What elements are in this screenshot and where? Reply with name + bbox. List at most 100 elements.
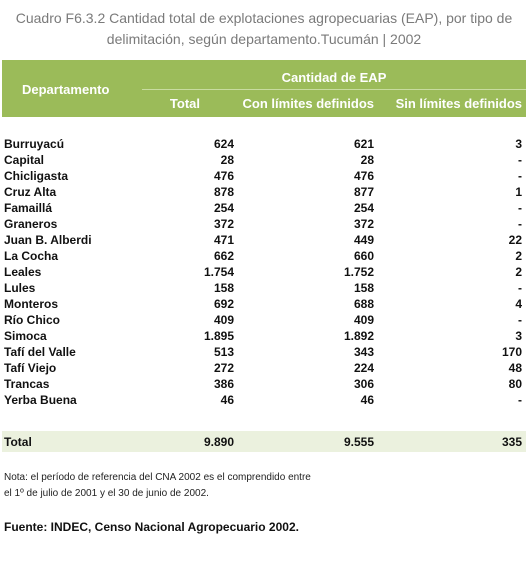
cell-value: 254 <box>213 201 234 215</box>
table-body: Burruyacú 624 621 3 Capital 28 28 - Chicligasta 4… <box>2 136 526 408</box>
cell-value: 877 <box>353 185 374 199</box>
cell-label: Tafí del Valle <box>4 345 76 359</box>
cell-value: 692 <box>213 297 234 311</box>
cell-label: La Cocha <box>4 249 59 263</box>
table-header: Departamento Cantidad de EAP Total Con l… <box>2 60 526 117</box>
table-row: Monteros 692 688 4 <box>2 296 526 312</box>
cell-value: 688 <box>353 297 374 311</box>
cell-label: Trancas <box>4 377 50 391</box>
cell-label: Capital <box>4 153 45 167</box>
cell-value: 878 <box>213 185 234 199</box>
cell-label: Chicligasta <box>4 169 69 183</box>
cell-value: 3 <box>515 329 522 343</box>
cell-label: Tafí Viejo <box>4 361 57 375</box>
cell-value: - <box>518 201 522 215</box>
cell-value: 624 <box>213 137 234 151</box>
cell-value: 513 <box>213 345 234 359</box>
cell-value: - <box>518 153 522 167</box>
cell-label: Famaillá <box>4 201 53 215</box>
table-row: Burruyacú 624 621 3 <box>2 136 526 152</box>
table-row: Simoca 1.895 1.892 3 <box>2 328 526 344</box>
source: Fuente: INDEC, Censo Nacional Agropecuar… <box>4 520 299 534</box>
total-row: Total 9.890 9.555 335 <box>2 431 526 452</box>
group-header: Cantidad de EAP <box>281 70 387 85</box>
cell-label: Burruyacú <box>4 137 65 151</box>
cell-label: Leales <box>4 265 42 279</box>
table-row: Chicligasta 476 476 - <box>2 168 526 184</box>
cell-value: 343 <box>353 345 374 359</box>
separator <box>142 89 526 90</box>
cell-label: Total <box>4 435 32 449</box>
cell-value: - <box>518 169 522 183</box>
cell-value: - <box>518 393 522 407</box>
note: el 1º de julio de 2001 y el 30 de junio … <box>4 488 209 499</box>
col-header: Con límites definidos <box>242 96 374 111</box>
cell-value: 662 <box>213 249 234 263</box>
cell-value: 372 <box>353 217 374 231</box>
table-row: Cruz Alta 878 877 1 <box>2 184 526 200</box>
note: Nota: el período de referencia del CNA 2… <box>4 472 311 483</box>
table-row: Trancas 386 306 80 <box>2 376 526 392</box>
cell-value: 28 <box>360 153 374 167</box>
cell-value: 158 <box>213 281 234 295</box>
cell-value: - <box>518 217 522 231</box>
table-row: La Cocha 662 660 2 <box>2 248 526 264</box>
table-row: Tafí Viejo 272 224 48 <box>2 360 526 376</box>
cell-label: Río Chico <box>4 313 60 327</box>
cell-value: 46 <box>360 393 374 407</box>
cell-value: 409 <box>213 313 234 327</box>
table-row: Yerba Buena 46 46 - <box>2 392 526 408</box>
col-header: Departamento <box>22 82 110 97</box>
cell-value: 170 <box>501 345 522 359</box>
cell-value: 476 <box>213 169 234 183</box>
cell-value: 3 <box>515 137 522 151</box>
table-row: Famaillá 254 254 - <box>2 200 526 216</box>
cell-value: 22 <box>508 233 522 247</box>
title: Cuadro F6.3.2 Cantidad total de explotac… <box>15 10 513 47</box>
cell-value: 409 <box>353 313 374 327</box>
cell-value: 1.895 <box>203 329 234 343</box>
cell-value: 2 <box>515 265 522 279</box>
cell-value: 46 <box>220 393 234 407</box>
col-header: Sin límites definidos <box>395 96 522 111</box>
cell-value: 9.555 <box>343 435 374 449</box>
table-row: Lules 158 158 - <box>2 280 526 296</box>
cell-value: 48 <box>508 361 522 375</box>
cell-value: 476 <box>353 169 374 183</box>
cell-value: 1 <box>515 185 522 199</box>
table-row: Graneros 372 372 - <box>2 216 526 232</box>
cell-label: Juan B. Alberdi <box>4 233 92 247</box>
table-row: Capital 28 28 - <box>2 152 526 168</box>
cell-label: Simoca <box>4 329 47 343</box>
cell-value: 254 <box>353 201 374 215</box>
cell-value: 386 <box>213 377 234 391</box>
cell-value: 335 <box>501 435 522 449</box>
cell-value: 9.890 <box>203 435 234 449</box>
cell-label: Cruz Alta <box>4 185 57 199</box>
cell-value: 471 <box>213 233 234 247</box>
cell-label: Graneros <box>4 217 58 231</box>
cell-value: 224 <box>353 361 374 375</box>
cell-label: Monteros <box>4 297 58 311</box>
table-row: Río Chico 409 409 - <box>2 312 526 328</box>
cell-value: 4 <box>515 297 522 311</box>
table-row: Tafí del Valle 513 343 170 <box>2 344 526 360</box>
cell-value: - <box>518 313 522 327</box>
cell-value: 158 <box>353 281 374 295</box>
cell-value: 272 <box>213 361 234 375</box>
cell-value: 660 <box>353 249 374 263</box>
cell-value: 80 <box>508 377 522 391</box>
cell-value: 1.752 <box>343 265 374 279</box>
col-header: Total <box>169 96 200 111</box>
cell-value: 1.892 <box>343 329 374 343</box>
cell-value: 621 <box>353 137 374 151</box>
cell-label: Lules <box>4 281 36 295</box>
cell-value: 372 <box>213 217 234 231</box>
cell-value: 1.754 <box>203 265 234 279</box>
table-row: Leales 1.754 1.752 2 <box>2 264 526 280</box>
cell-value: - <box>518 281 522 295</box>
cell-value: 306 <box>353 377 374 391</box>
cell-label: Yerba Buena <box>4 393 77 407</box>
cell-value: 2 <box>515 249 522 263</box>
